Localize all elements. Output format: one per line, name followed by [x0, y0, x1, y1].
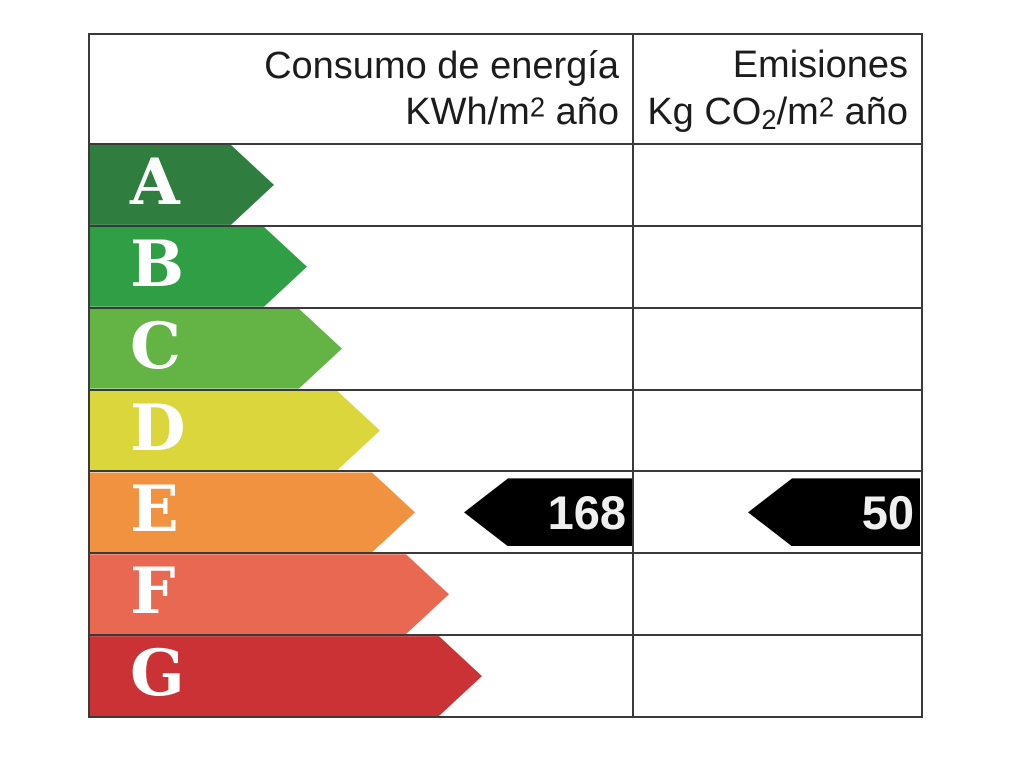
consumption-value: 168: [547, 485, 626, 539]
rating-arrow-f: F: [90, 554, 449, 634]
consumption-value-arrow: 168: [464, 478, 632, 547]
emissions-cell-e: 50: [632, 472, 921, 553]
consumption-cell-f: F: [90, 554, 632, 634]
emissions-header: Emisiones Kg CO2/m2 año: [632, 35, 921, 143]
consumption-title: Consumo de energía: [264, 44, 619, 87]
emissions-cell-g: [632, 636, 921, 717]
emissions-cell-f: [632, 554, 921, 635]
rating-row-b: B: [90, 226, 921, 309]
emissions-cell-d: [632, 390, 921, 471]
rating-letter-c: C: [130, 308, 181, 384]
table-header: Consumo de energía KWh/m2 año Emisiones …: [90, 35, 921, 145]
superscript-2: 2: [529, 91, 546, 123]
rating-letter-f: F: [130, 554, 176, 630]
consumption-cell-c: C: [90, 309, 632, 389]
consumption-header: Consumo de energía KWh/m2 año: [90, 35, 632, 143]
rating-row-f: F: [90, 554, 921, 637]
emissions-title: Emisiones: [732, 44, 908, 87]
rating-row-d: D: [90, 390, 921, 473]
rating-row-g: G: [90, 636, 921, 717]
rating-letter-b: B: [130, 226, 185, 302]
consumption-cell-b: B: [90, 227, 632, 307]
consumption-cell-d: D: [90, 391, 632, 471]
emissions-cell-b: [632, 226, 921, 307]
consumption-cell-g: G: [90, 636, 632, 716]
rating-row-a: A: [90, 145, 921, 227]
rating-letter-g: G: [130, 636, 185, 712]
rating-row-e: E 168 50: [90, 472, 921, 555]
rating-table: Consumo de energía KWh/m2 año Emisiones …: [88, 33, 923, 718]
rating-row-c: C: [90, 308, 921, 391]
consumption-cell-a: A: [90, 145, 632, 225]
rating-arrow-e: E: [90, 472, 415, 552]
subscript-2: 2: [761, 103, 777, 135]
rating-arrow-d: D: [90, 391, 380, 471]
emissions-value-arrow: 50: [748, 478, 920, 547]
rating-letter-d: D: [130, 390, 186, 466]
superscript-2: 2: [818, 90, 835, 122]
rating-arrow-c: C: [90, 309, 342, 389]
emissions-cell-c: [632, 308, 921, 389]
emissions-value: 50: [861, 485, 914, 539]
consumption-cell-e: E 168: [90, 472, 632, 552]
rating-arrow-b: B: [90, 227, 307, 307]
rating-letter-a: A: [130, 144, 180, 220]
rating-arrow-a: A: [90, 145, 274, 225]
consumption-unit: KWh/m2 año: [405, 91, 619, 133]
emissions-cell-a: [632, 145, 921, 225]
rating-arrow-g: G: [90, 636, 482, 716]
emissions-unit: Kg CO2/m2 año: [647, 90, 908, 135]
rating-letter-e: E: [130, 472, 179, 548]
